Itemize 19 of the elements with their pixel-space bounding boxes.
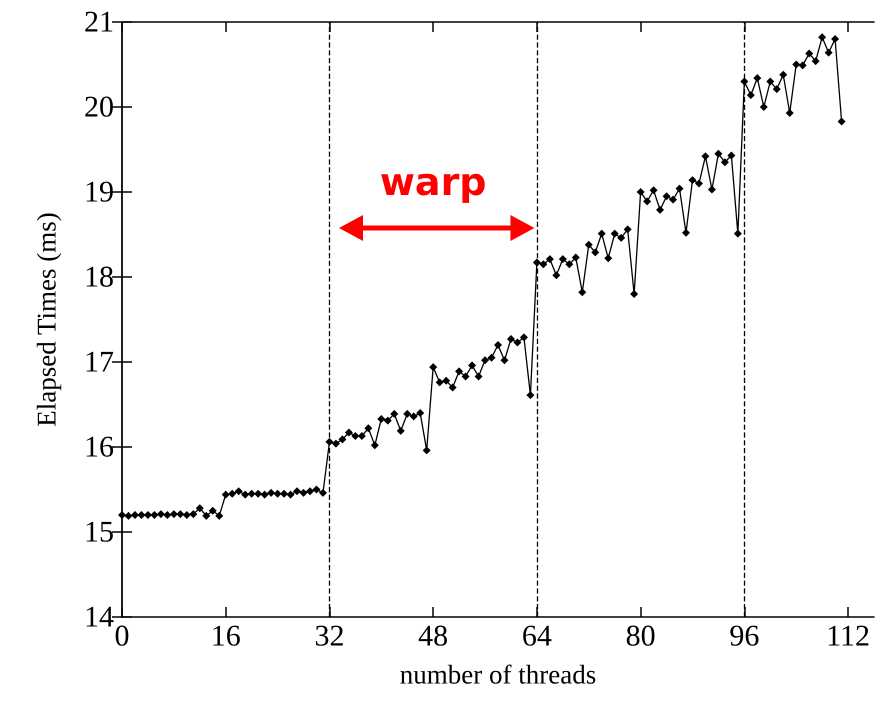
annotation: warp (380, 160, 487, 204)
y-tick-label: 16 (84, 430, 114, 464)
x-tick-label: 112 (826, 620, 870, 652)
y-axis-title: Elapsed Times (ms) (32, 212, 62, 427)
x-axis-title: number of threads (400, 660, 596, 690)
x-tick-label: 48 (418, 620, 448, 652)
y-tick-label: 17 (84, 346, 114, 378)
x-tick-label: 96 (729, 620, 760, 652)
x-tick-label: 32 (314, 620, 344, 652)
x-tick-label: 80 (626, 620, 656, 652)
x-tick-label: 16 (210, 620, 241, 652)
y-tick-label: 18 (84, 260, 114, 294)
y-tick-label: 15 (84, 516, 114, 548)
y-tick-label: 19 (84, 176, 114, 208)
x-tick-label: 0 (114, 620, 130, 652)
x-tick-label: 64 (522, 620, 552, 652)
y-tick-label: 21 (84, 6, 114, 38)
y-tick-label: 14 (84, 600, 114, 634)
y-tick-label: 20 (84, 90, 114, 124)
